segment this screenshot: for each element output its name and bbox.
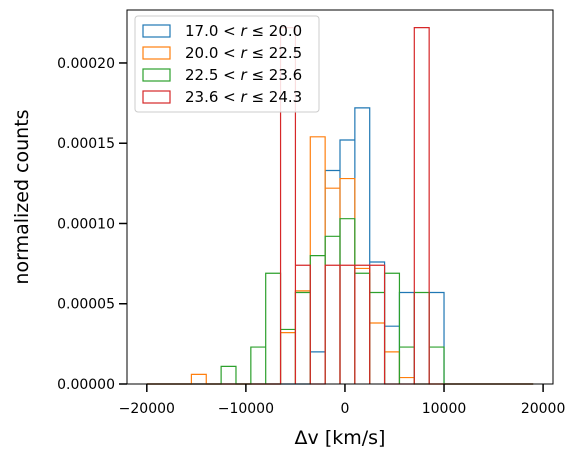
x-axis-ticks: −20000 −10000 0 10000 20000 [119,384,566,417]
legend-label: 17.0 < r ≤ 20.0 [185,22,302,40]
x-tick-label: −20000 [119,401,175,417]
legend-label: 20.0 < r ≤ 22.5 [185,44,302,62]
y-tick-label: 0.00020 [57,56,115,72]
plot-frame [126,9,554,385]
x-axis-label: Δv [km/s] [295,427,386,449]
legend: 17.0 < r ≤ 20.0 20.0 < r ≤ 22.5 22.5 < r ≤… [134,15,320,113]
x-tick-label: 0 [340,401,349,417]
x-tick-label: −10000 [218,401,274,417]
y-tick-label: 0.00005 [57,297,115,313]
legend-label: 22.5 < r ≤ 23.6 [185,66,302,84]
y-axis-label: normalized counts [11,109,33,284]
legend-swatch [142,46,171,60]
legend-swatch [142,68,171,82]
y-tick-label: 0.00010 [57,216,115,232]
x-tick-label: 10000 [422,401,467,417]
y-tick-label: 0.00000 [57,377,115,393]
y-tick-label: 0.00015 [57,136,115,152]
legend-box [134,15,320,113]
x-tick-label: 20000 [521,401,566,417]
y-axis-ticks: 0.00000 0.00005 0.00010 0.00015 0.00020 [57,56,127,393]
legend-label: 23.6 < r ≤ 24.3 [185,88,302,106]
legend-swatch [142,90,171,104]
legend-swatch [142,24,171,38]
